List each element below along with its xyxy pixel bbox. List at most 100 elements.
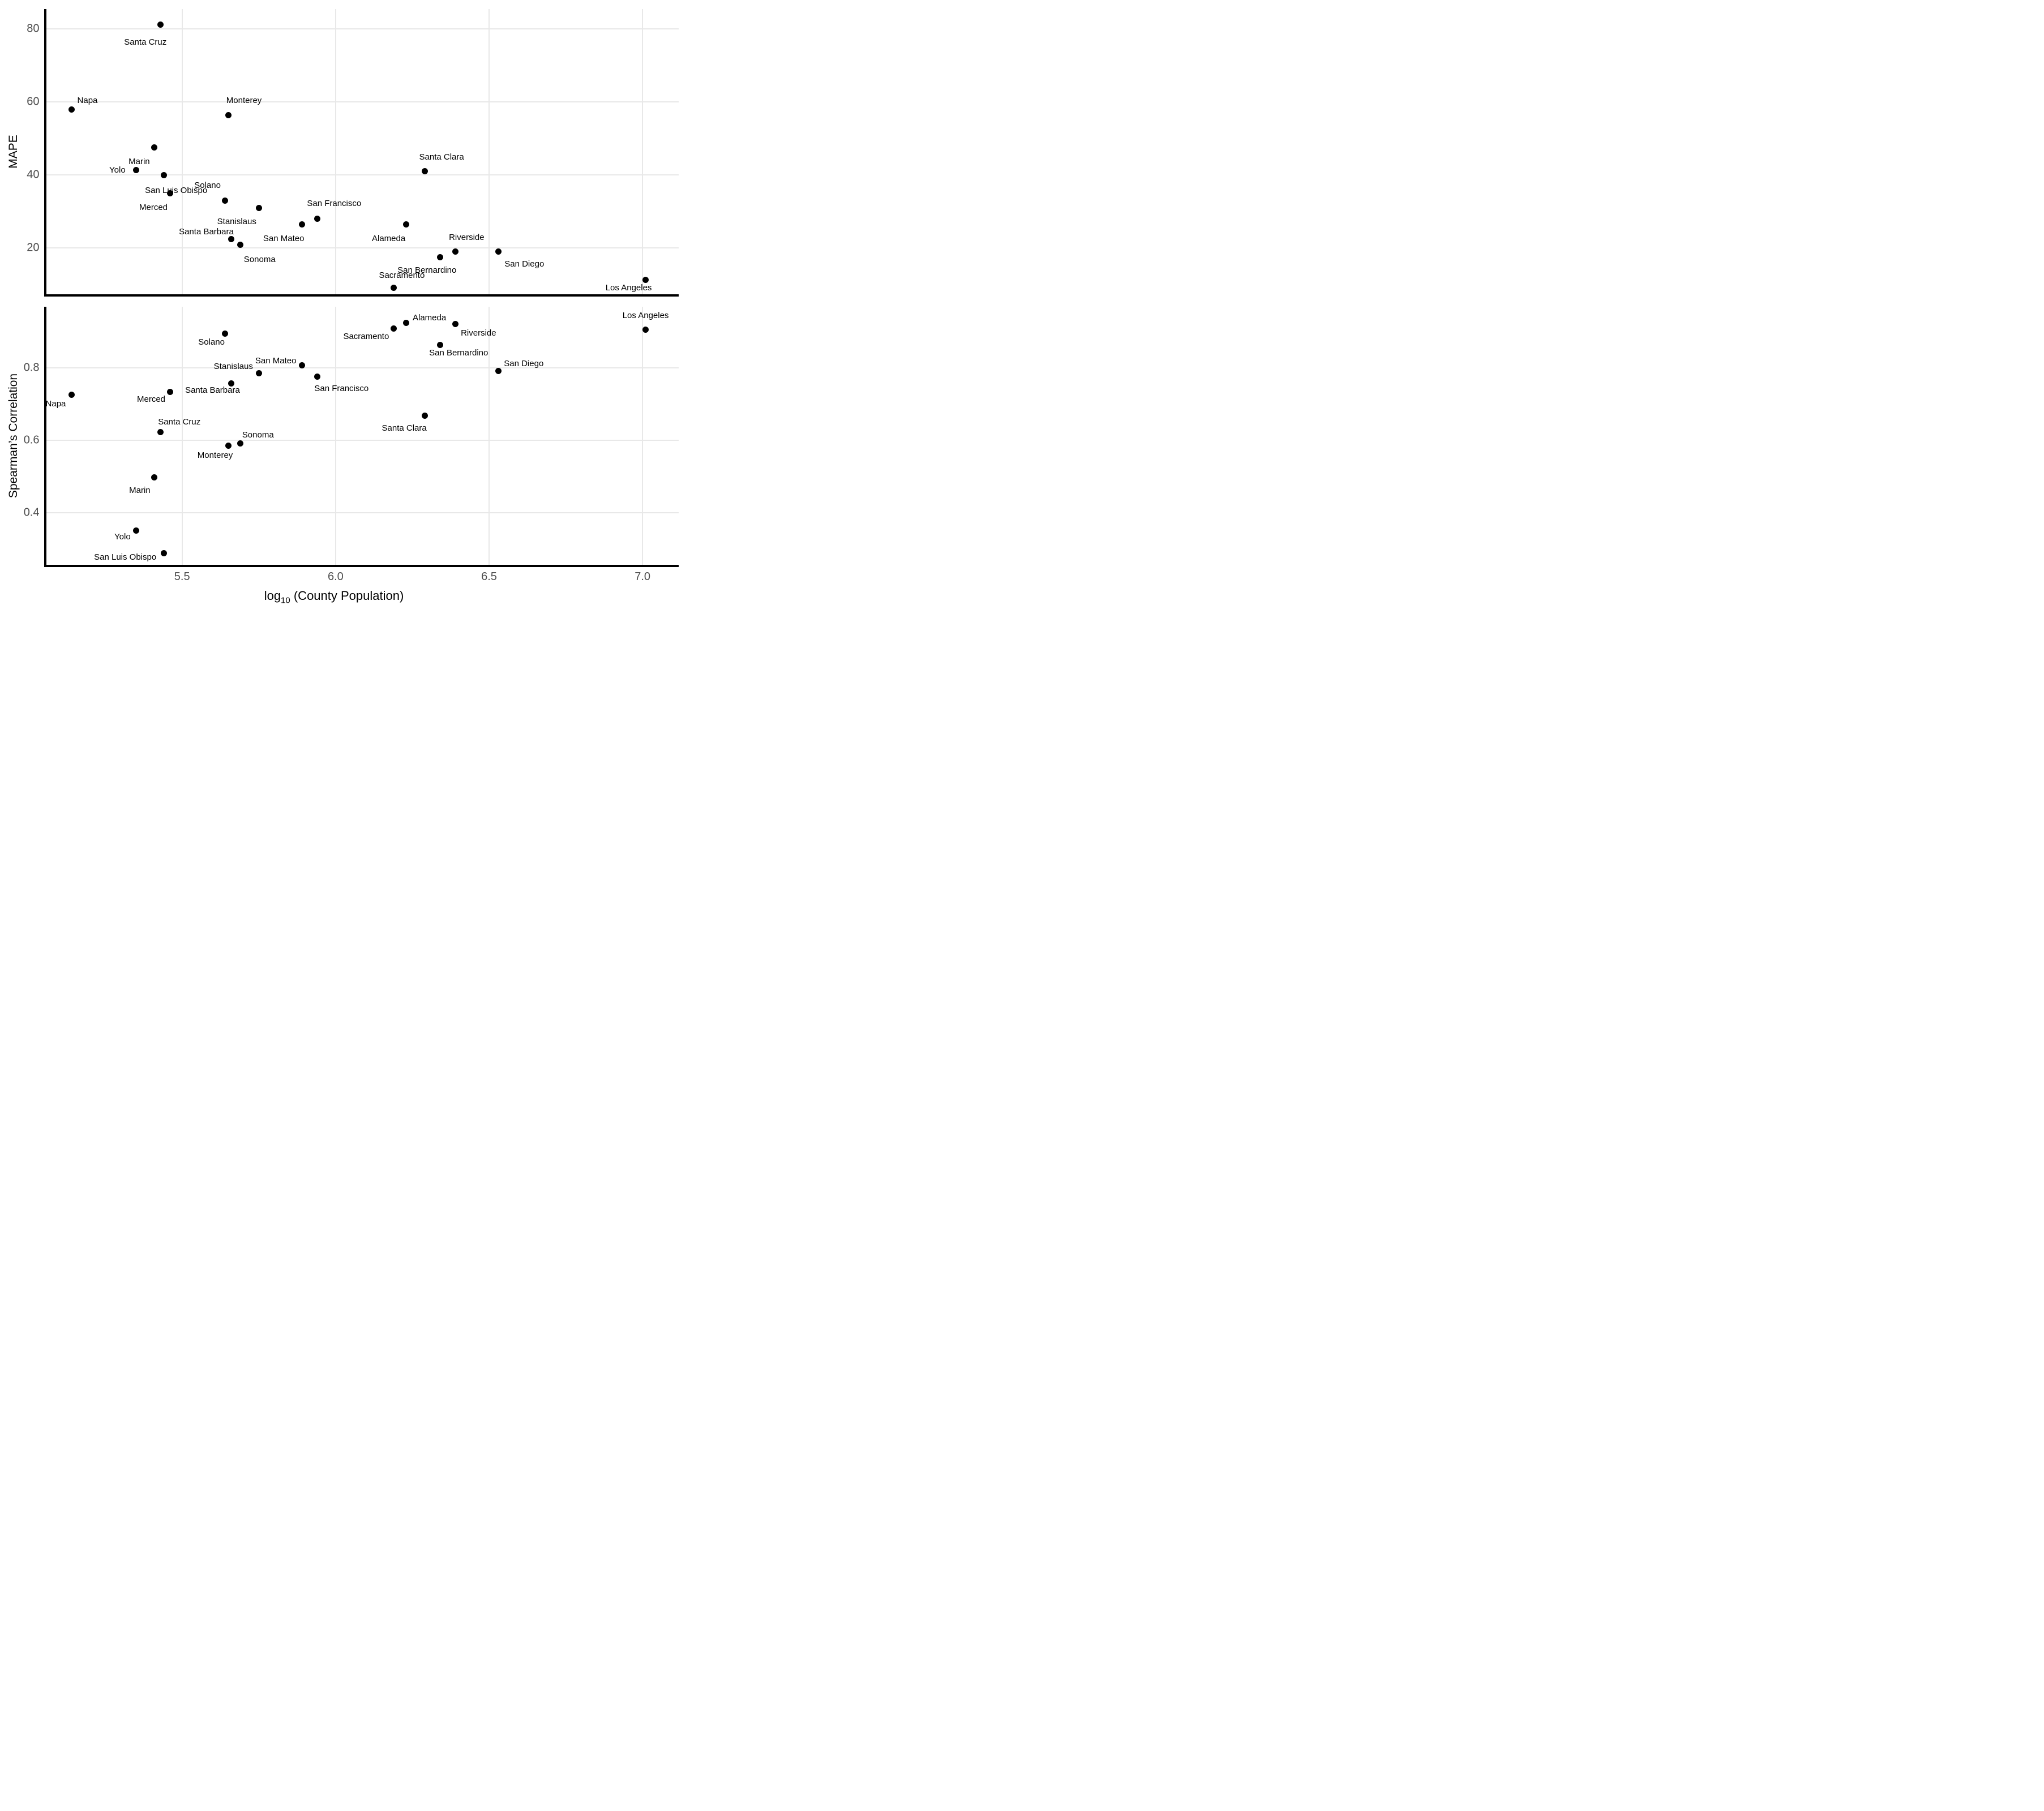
y-axis-line-spearman [44,306,46,568]
data-point-san-mateo [298,362,305,369]
point-label-sacramento: Sacramento [343,331,389,341]
data-point-stanislaus [255,370,262,377]
point-label-yolo: Yolo [114,531,131,542]
data-point-riverside [452,248,458,255]
data-point-monterey [225,442,232,449]
data-point-riverside [452,321,458,328]
v-gridline [335,8,336,294]
v-gridline [488,306,490,565]
point-label-marin: Marin [129,485,151,495]
y-tick-label-mape: 60 [27,95,40,108]
v-gridline [181,8,183,294]
data-point-san-bernardino [436,254,443,260]
data-point-sacramento [391,325,397,332]
data-point-santa-cruz [157,22,164,28]
x-axis-title: log10 (County Population) [264,589,404,604]
v-gridline [181,306,183,565]
point-label-solano: Solano [194,180,221,190]
data-point-santa-clara [421,168,428,175]
point-label-san-luis-obispo: San Luis Obispo [94,552,157,563]
data-point-stanislaus [255,204,262,211]
point-label-sonoma: Sonoma [242,430,274,440]
county-forecast-scatter-figure: MAPE Spearman’s Correlation log10 (Count… [0,0,682,604]
y-axis-line-mape [44,8,46,297]
point-label-riverside: Riverside [461,328,496,338]
point-label-santa-clara: Santa Clara [382,423,427,434]
point-label-san-diego: San Diego [504,259,545,269]
data-point-marin [151,144,158,151]
point-label-san-mateo: San Mateo [255,355,297,366]
point-label-monterey: Monterey [226,96,262,106]
h-gridline [46,247,679,248]
x-tick-label: 6.5 [481,570,497,583]
v-gridline [642,306,644,565]
point-label-alameda: Alameda [371,233,406,243]
h-gridline [46,174,679,176]
point-label-los-angeles: Los Angeles [605,282,652,293]
data-point-san-luis-obispo [160,172,167,179]
point-label-san-mateo: San Mateo [263,233,305,243]
point-label-santa-barbara: Santa Barbara [185,385,240,396]
data-point-santa-barbara [228,235,234,242]
point-label-san-luis-obispo: San Luis Obispo [145,185,208,195]
x-tick-label: 6.0 [327,570,344,583]
point-label-merced: Merced [139,203,168,213]
data-point-sonoma [237,440,244,447]
data-point-alameda [403,221,410,228]
data-point-monterey [225,111,232,118]
point-label-san-diego: San Diego [504,358,544,368]
point-label-san-bernardino: San Bernardino [429,347,488,358]
y-tick-label-mape: 40 [27,168,40,181]
x-axis-line-mape [44,294,679,297]
point-label-san-francisco: San Francisco [307,199,362,209]
point-label-napa: Napa [45,398,66,409]
data-point-los-angeles [642,327,649,333]
data-point-santa-cruz [157,429,164,436]
h-gridline [46,101,679,103]
point-label-alameda: Alameda [412,312,447,323]
data-point-los-angeles [642,276,649,283]
y-tick-label-spearman: 0.6 [23,434,40,447]
y-axis-title-mape: MAPE [7,135,20,169]
point-label-marin: Marin [128,156,150,166]
point-label-sacramento: Sacramento [379,270,425,280]
data-point-yolo [132,167,139,174]
y-tick-label-spearman: 0.8 [23,361,40,374]
h-gridline [46,512,679,513]
data-point-santa-barbara [228,380,234,387]
data-point-sacramento [391,285,397,291]
point-label-napa: Napa [77,95,98,105]
point-label-monterey: Monterey [197,450,233,461]
point-label-santa-barbara: Santa Barbara [179,227,234,237]
y-tick-label-mape: 80 [27,22,40,35]
data-point-san-bernardino [436,341,443,348]
data-point-solano [222,197,229,204]
point-label-santa-clara: Santa Clara [419,152,464,162]
data-point-alameda [403,320,410,327]
point-label-riverside: Riverside [449,233,485,243]
h-gridline [46,28,679,30]
point-label-yolo: Yolo [109,165,126,175]
data-point-solano [222,331,229,337]
v-gridline [642,8,644,294]
y-tick-label-spearman: 0.4 [23,506,40,519]
x-axis-title-rest: (County Population) [290,589,404,603]
point-label-san-bernardino: San Bernardino [397,265,457,275]
data-point-san-luis-obispo [160,550,167,556]
data-point-merced [166,389,173,396]
data-point-napa [68,106,75,113]
x-axis-line-spearman [44,565,679,568]
data-point-san-francisco [314,374,320,380]
data-point-san-diego [495,248,502,255]
point-label-merced: Merced [136,394,166,404]
data-point-napa [68,392,75,398]
point-label-san-francisco: San Francisco [314,383,369,393]
v-gridline [488,8,490,294]
y-tick-label-mape: 20 [27,241,40,254]
point-label-santa-cruz: Santa Cruz [158,417,201,427]
data-point-yolo [132,527,139,534]
data-point-san-mateo [298,221,305,228]
x-axis-title-log: log [264,589,281,603]
h-gridline [46,439,679,441]
data-point-santa-clara [421,412,428,419]
